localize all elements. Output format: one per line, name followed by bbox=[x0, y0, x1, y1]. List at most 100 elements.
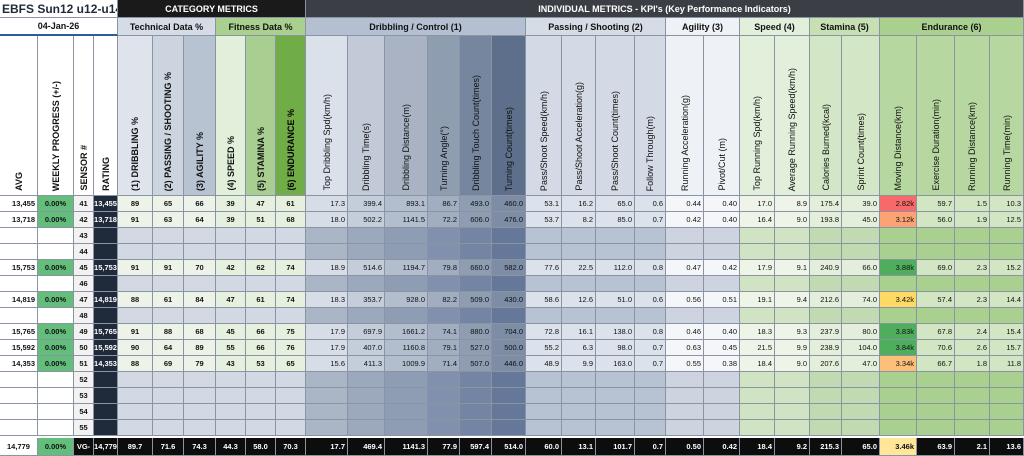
column-header-text: WEEKLY PROGRESS (+/-) bbox=[50, 80, 61, 191]
cell: 18.3 bbox=[740, 324, 775, 340]
cell: 70 bbox=[184, 260, 216, 276]
cell: 57.4 bbox=[917, 292, 955, 308]
cell: 10.3 bbox=[990, 196, 1024, 212]
cell bbox=[775, 404, 810, 420]
cell: 17.3 bbox=[306, 196, 348, 212]
cell bbox=[562, 228, 596, 244]
cell bbox=[306, 404, 348, 420]
cell: 12.6 bbox=[562, 292, 596, 308]
average-cell: 74.3 bbox=[184, 438, 216, 456]
cell bbox=[842, 228, 880, 244]
cell bbox=[917, 372, 955, 388]
cell bbox=[153, 420, 184, 436]
cell: 138.0 bbox=[596, 324, 635, 340]
group-header: Technical Data % bbox=[118, 18, 216, 36]
cell: 0.00% bbox=[38, 196, 74, 212]
cell: 1009.9 bbox=[385, 356, 428, 372]
cell: 3.84k bbox=[880, 340, 917, 356]
column-header: (2) PASSING / SHOOTING % bbox=[153, 36, 184, 196]
average-cell: 89.7 bbox=[118, 438, 153, 456]
cell bbox=[153, 276, 184, 292]
column-header-text: (5) STAMINA % bbox=[255, 127, 266, 191]
column-header: Top Dribbling Spd(km/h) bbox=[306, 36, 348, 196]
cell: 13,455 bbox=[94, 196, 118, 212]
cell: 50 bbox=[74, 340, 94, 356]
cell bbox=[704, 244, 740, 260]
cell bbox=[0, 276, 38, 292]
cell bbox=[276, 372, 306, 388]
cell: 79.8 bbox=[428, 260, 460, 276]
cell: 14,819 bbox=[0, 292, 38, 308]
cell: 411.3 bbox=[348, 356, 385, 372]
cell bbox=[955, 308, 990, 324]
cell bbox=[428, 244, 460, 260]
cell bbox=[775, 308, 810, 324]
average-cell: 13.1 bbox=[562, 438, 596, 456]
cell bbox=[596, 404, 635, 420]
cell: 91 bbox=[118, 260, 153, 276]
cell: 12.5 bbox=[990, 212, 1024, 228]
column-header: (1) DRIBBLING % bbox=[118, 36, 153, 196]
cell bbox=[385, 420, 428, 436]
sheet-date: 04-Jan-26 bbox=[0, 18, 118, 36]
group-header: Dribbling / Control (1) bbox=[306, 18, 526, 36]
cell bbox=[460, 420, 492, 436]
cell bbox=[917, 388, 955, 404]
cell: 42 bbox=[74, 212, 94, 228]
cell: 237.9 bbox=[810, 324, 842, 340]
cell: 0.46 bbox=[666, 324, 704, 340]
cell bbox=[216, 308, 246, 324]
cell: 39.0 bbox=[842, 196, 880, 212]
cell: 8.2 bbox=[562, 212, 596, 228]
cell: 240.9 bbox=[810, 260, 842, 276]
cell bbox=[526, 388, 562, 404]
cell bbox=[917, 308, 955, 324]
group-header: Speed (4) bbox=[740, 18, 810, 36]
cell bbox=[348, 420, 385, 436]
cell bbox=[118, 420, 153, 436]
cell: 15,753 bbox=[94, 260, 118, 276]
column-header: Pivot/Cut (m) bbox=[704, 36, 740, 196]
cell: 15.4 bbox=[990, 324, 1024, 340]
cell bbox=[842, 388, 880, 404]
cell bbox=[596, 388, 635, 404]
cell bbox=[276, 276, 306, 292]
cell: 14,353 bbox=[94, 356, 118, 372]
cell bbox=[704, 276, 740, 292]
cell bbox=[216, 388, 246, 404]
cell: 1.5 bbox=[955, 196, 990, 212]
cell: 44 bbox=[74, 244, 94, 260]
cell bbox=[526, 372, 562, 388]
cell bbox=[348, 244, 385, 260]
cell bbox=[596, 372, 635, 388]
average-cell: 9.2 bbox=[775, 438, 810, 456]
cell bbox=[246, 372, 276, 388]
cell bbox=[460, 388, 492, 404]
cell: 19.1 bbox=[740, 292, 775, 308]
cell bbox=[810, 404, 842, 420]
cell bbox=[492, 388, 526, 404]
cell bbox=[0, 420, 38, 436]
cell bbox=[118, 372, 153, 388]
cell: 0.47 bbox=[666, 260, 704, 276]
cell bbox=[740, 228, 775, 244]
column-header: Top Running Spd(km/h) bbox=[740, 36, 775, 196]
cell bbox=[118, 228, 153, 244]
cell bbox=[38, 276, 74, 292]
average-cell: 63.9 bbox=[917, 438, 955, 456]
cell bbox=[428, 388, 460, 404]
cell bbox=[216, 244, 246, 260]
cell bbox=[666, 404, 704, 420]
column-header: Sprint Count(times) bbox=[842, 36, 880, 196]
column-header-text: (1) DRIBBLING % bbox=[130, 117, 140, 191]
cell bbox=[810, 244, 842, 260]
cell: 70.6 bbox=[917, 340, 955, 356]
cell bbox=[94, 404, 118, 420]
column-header: RATING bbox=[94, 36, 118, 196]
column-header-text: Pivot/Cut (m) bbox=[716, 138, 727, 191]
cell: 509.0 bbox=[460, 292, 492, 308]
cell: 45.0 bbox=[842, 212, 880, 228]
cell bbox=[666, 228, 704, 244]
cell bbox=[596, 308, 635, 324]
average-cell: 18.4 bbox=[740, 438, 775, 456]
